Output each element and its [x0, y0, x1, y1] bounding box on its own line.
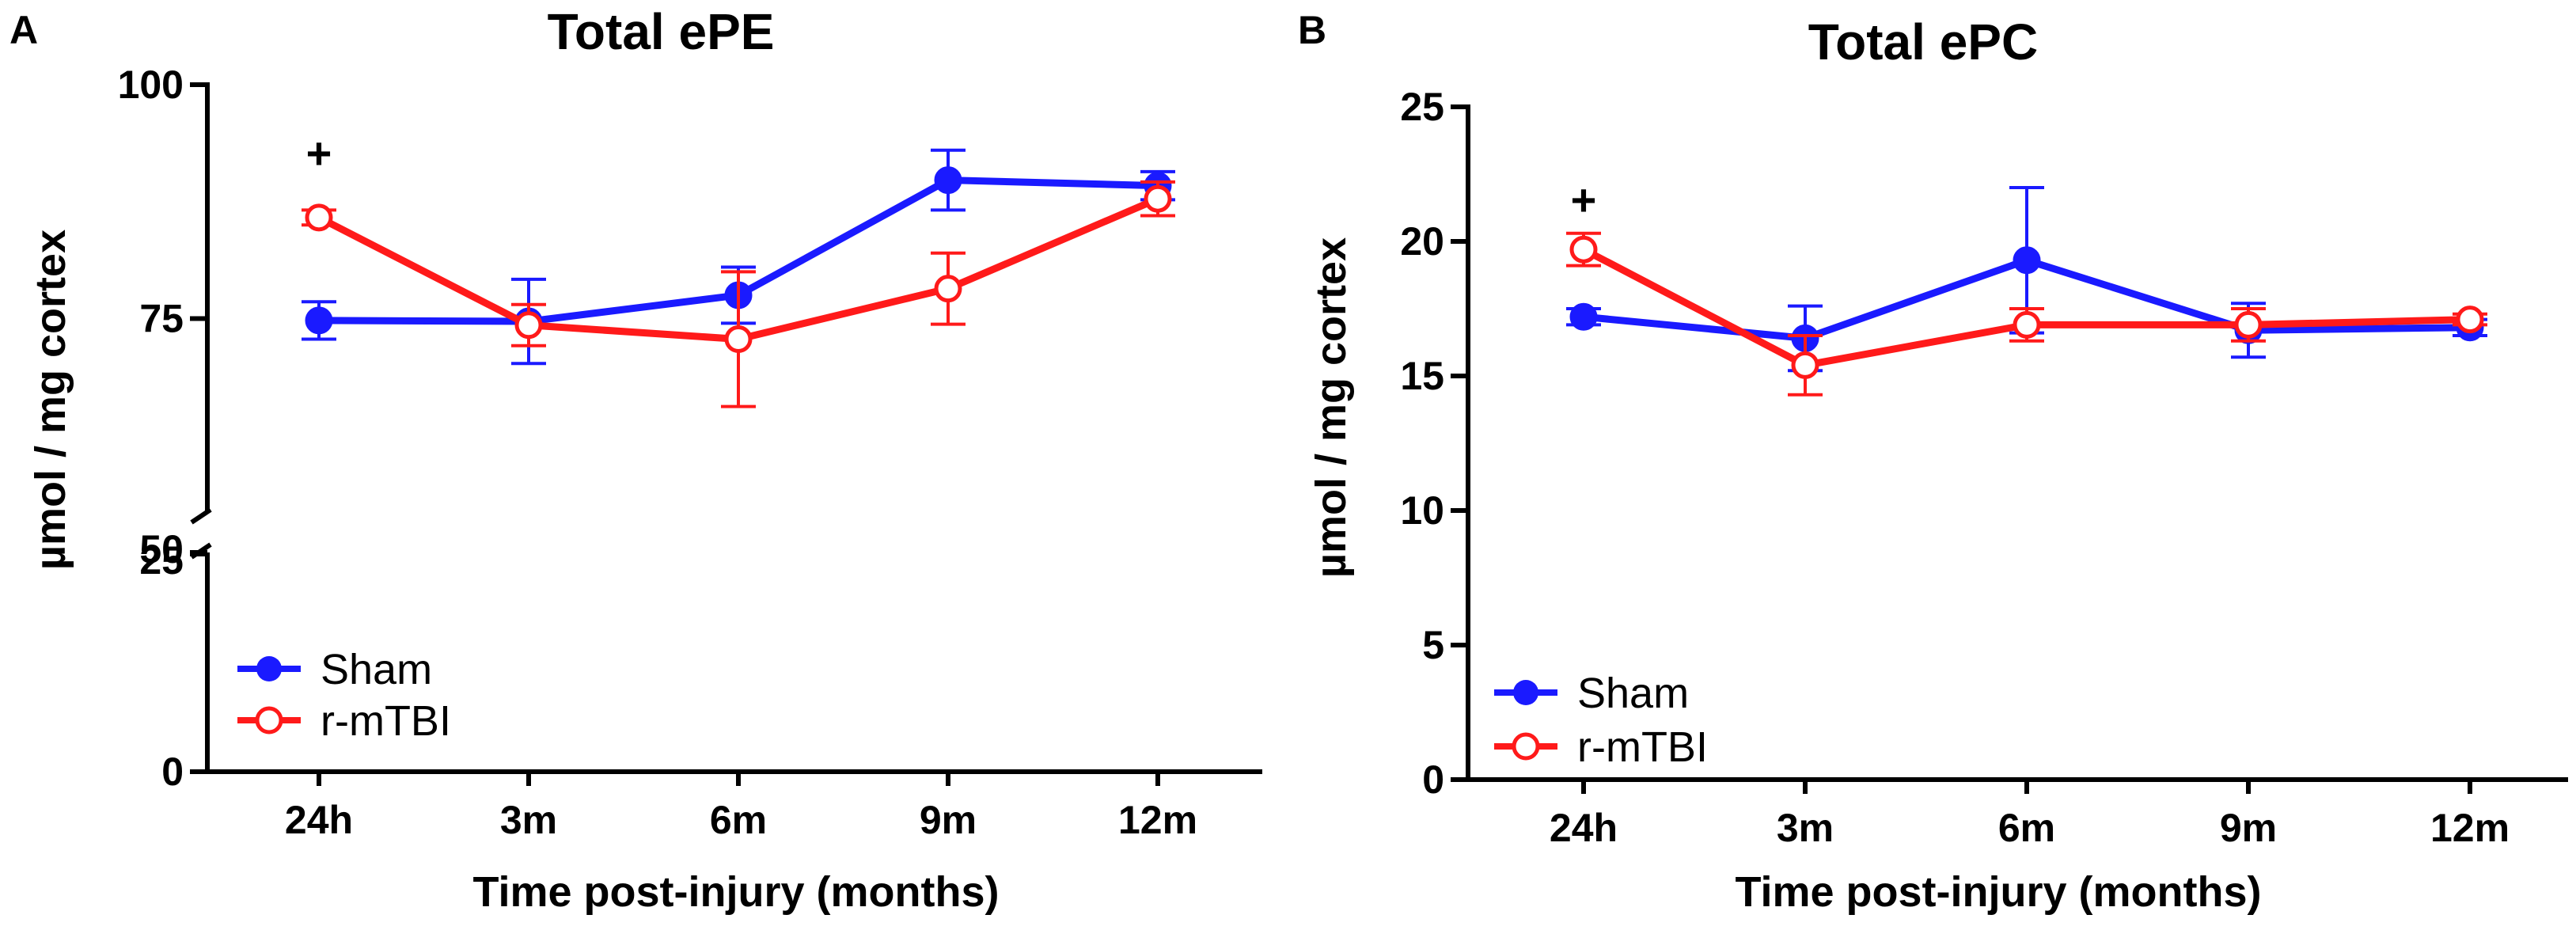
x-tick-label: 6m	[710, 798, 767, 842]
y-tick-label: 0	[161, 750, 184, 794]
data-point-Sham	[1569, 302, 1598, 331]
x-tick-label: 24h	[285, 798, 353, 842]
panel-b-axes: 24h 3m 6m 9m 12m 25 20 15 10 5 0	[1400, 85, 2568, 850]
panel-b-letter: B	[1298, 8, 1326, 52]
panel-a-y-axis-label: µmol / mg cortex	[27, 230, 74, 570]
legend-marker	[255, 706, 283, 735]
data-point-Sham	[934, 166, 962, 195]
panel-b-x-axis-label: Time post-injury (months)	[1735, 868, 2261, 916]
data-point-r-mTBI	[2234, 310, 2263, 339]
panel-a-chart: A Total ePE µmol / mg cortex Time post-i…	[9, 3, 1262, 916]
significance-marker: +	[1571, 175, 1597, 225]
y-tick-label: 75	[139, 297, 184, 341]
data-point-Sham	[305, 306, 333, 335]
y-tick-label: 5	[1422, 623, 1444, 667]
data-point-r-mTBI	[934, 275, 962, 303]
y-tick-label: 50	[139, 527, 184, 571]
x-tick-label: 3m	[1777, 806, 1834, 850]
panel-b-plot-area: +	[1566, 175, 2487, 397]
y-tick-label: 20	[1400, 219, 1444, 264]
legend-marker	[256, 656, 282, 681]
significance-marker: +	[306, 128, 332, 178]
legend-label: r-mTBI	[321, 697, 451, 745]
y-axis-break-mark	[190, 507, 212, 525]
data-point-r-mTBI	[724, 325, 753, 354]
x-tick-label: 12m	[2430, 806, 2510, 850]
panel-a-letter: A	[9, 8, 38, 52]
panel-a-x-axis-label: Time post-injury (months)	[472, 868, 999, 916]
data-point-r-mTBI	[305, 203, 333, 232]
x-tick-label: 24h	[1550, 806, 1618, 850]
legend-label: r-mTBI	[1577, 723, 1708, 771]
y-tick-label: 0	[1422, 757, 1444, 802]
x-tick-label: 6m	[1998, 806, 2055, 850]
y-tick-label: 25	[139, 538, 184, 583]
data-point-r-mTBI	[514, 311, 543, 340]
x-tick-label: 3m	[500, 798, 557, 842]
panel-a-plot-area: +	[302, 128, 1175, 408]
panel-b-y-axis-label: µmol / mg cortex	[1307, 237, 1355, 578]
data-point-r-mTBI	[1569, 235, 1598, 264]
legend-marker	[1512, 732, 1540, 761]
panel-a-title: Total ePE	[548, 3, 775, 60]
legend-label: Sham	[321, 646, 432, 693]
x-tick-label: 9m	[920, 798, 977, 842]
y-tick-label: 25	[1400, 85, 1444, 129]
y-tick-label: 15	[1400, 354, 1444, 398]
data-point-r-mTBI	[1144, 184, 1172, 213]
y-tick-label: 10	[1400, 488, 1444, 533]
legend-label: Sham	[1577, 670, 1689, 717]
panel-b-legend: Sham r-mTBI	[1494, 670, 1708, 771]
data-point-r-mTBI	[2456, 306, 2484, 334]
data-point-r-mTBI	[1791, 351, 1819, 379]
data-point-Sham	[2013, 246, 2041, 275]
legend-marker	[1513, 680, 1538, 705]
x-tick-label: 9m	[2220, 806, 2277, 850]
y-axis-break-mark	[190, 542, 212, 560]
panel-b-title: Total ePC	[1808, 13, 2038, 70]
y-tick-label: 100	[118, 63, 184, 107]
x-tick-label: 12m	[1118, 798, 1197, 842]
data-point-r-mTBI	[2013, 310, 2041, 339]
panel-b-chart: B Total ePC µmol / mg cortex Time post-i…	[1298, 8, 2568, 916]
